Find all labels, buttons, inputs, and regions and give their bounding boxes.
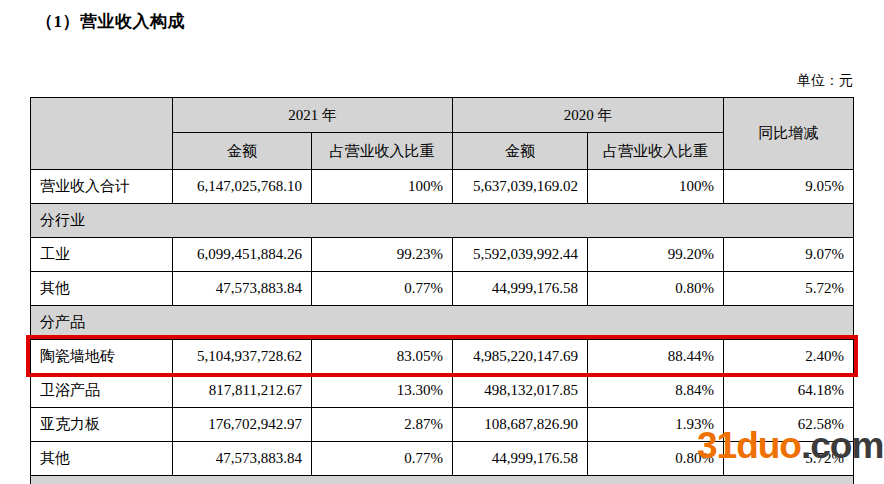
amount-2020: 108,687,826.90 (453, 408, 588, 442)
watermark-suffix: .com (801, 425, 883, 466)
share-2021: 0.77% (312, 442, 453, 476)
share-2020: 8.84% (588, 374, 724, 408)
table-row-ceramic-tiles-highlighted: 陶瓷墙地砖 5,104,937,728.62 83.05% 4,985,220,… (31, 340, 854, 374)
share-2020: 0.80% (588, 272, 724, 306)
partial-next-section-row (31, 476, 854, 484)
yoy-change: 64.18% (724, 374, 854, 408)
section-row-by-product: 分产品 (31, 306, 854, 340)
section-label: 分行业 (31, 204, 854, 238)
amount-2021: 47,573,883.84 (173, 442, 312, 476)
amount-2020: 4,985,220,147.69 (453, 340, 588, 374)
page-title: （1）营业收入构成 (36, 10, 185, 33)
yoy-change: 2.40% (724, 340, 854, 374)
watermark-brand: 31duo (697, 425, 801, 466)
header-year-2021: 2021 年 (173, 98, 453, 133)
row-label: 陶瓷墙地砖 (31, 340, 173, 374)
share-2021: 13.30% (312, 374, 453, 408)
amount-2020: 498,132,017.85 (453, 374, 588, 408)
share-2020: 100% (588, 170, 724, 204)
header-row-years: 2021 年 2020 年 同比增减 (31, 98, 854, 133)
header-amount-2021: 金额 (173, 133, 312, 170)
share-2021: 0.77% (312, 272, 453, 306)
share-2021: 99.23% (312, 238, 453, 272)
share-2021: 2.87% (312, 408, 453, 442)
amount-2021: 6,099,451,884.26 (173, 238, 312, 272)
amount-2021: 47,573,883.84 (173, 272, 312, 306)
unit-label: 单位：元 (797, 72, 853, 90)
table-row-sanitary: 卫浴产品 817,811,212.67 13.30% 498,132,017.8… (31, 374, 854, 408)
watermark: 31duo.com (697, 427, 883, 464)
header-yoy: 同比增减 (724, 98, 854, 170)
amount-2021: 5,104,937,728.62 (173, 340, 312, 374)
header-year-2020: 2020 年 (453, 98, 724, 133)
header-share-2021: 占营业收入比重 (312, 133, 453, 170)
section-row-by-industry: 分行业 (31, 204, 854, 238)
partial-row-cell (31, 476, 854, 484)
row-label: 营业收入合计 (31, 170, 173, 204)
row-label: 其他 (31, 272, 173, 306)
amount-2021: 176,702,942.97 (173, 408, 312, 442)
amount-2020: 44,999,176.58 (453, 272, 588, 306)
amount-2020: 5,637,039,169.02 (453, 170, 588, 204)
amount-2020: 5,592,039,992.44 (453, 238, 588, 272)
row-label: 工业 (31, 238, 173, 272)
yoy-change: 5.72% (724, 272, 854, 306)
amount-2021: 6,147,025,768.10 (173, 170, 312, 204)
table-row-total: 营业收入合计 6,147,025,768.10 100% 5,637,039,1… (31, 170, 854, 204)
share-2021: 100% (312, 170, 453, 204)
row-label: 其他 (31, 442, 173, 476)
yoy-change: 9.07% (724, 238, 854, 272)
table-row-other-industry: 其他 47,573,883.84 0.77% 44,999,176.58 0.8… (31, 272, 854, 306)
row-label: 卫浴产品 (31, 374, 173, 408)
share-2021: 83.05% (312, 340, 453, 374)
header-blank-cell (31, 98, 173, 170)
section-label: 分产品 (31, 306, 854, 340)
share-2020: 99.20% (588, 238, 724, 272)
header-share-2020: 占营业收入比重 (588, 133, 724, 170)
share-2020: 88.44% (588, 340, 724, 374)
yoy-change: 9.05% (724, 170, 854, 204)
amount-2020: 44,999,176.58 (453, 442, 588, 476)
table-row-industry: 工业 6,099,451,884.26 99.23% 5,592,039,992… (31, 238, 854, 272)
header-amount-2020: 金额 (453, 133, 588, 170)
amount-2021: 817,811,212.67 (173, 374, 312, 408)
row-label: 亚克力板 (31, 408, 173, 442)
